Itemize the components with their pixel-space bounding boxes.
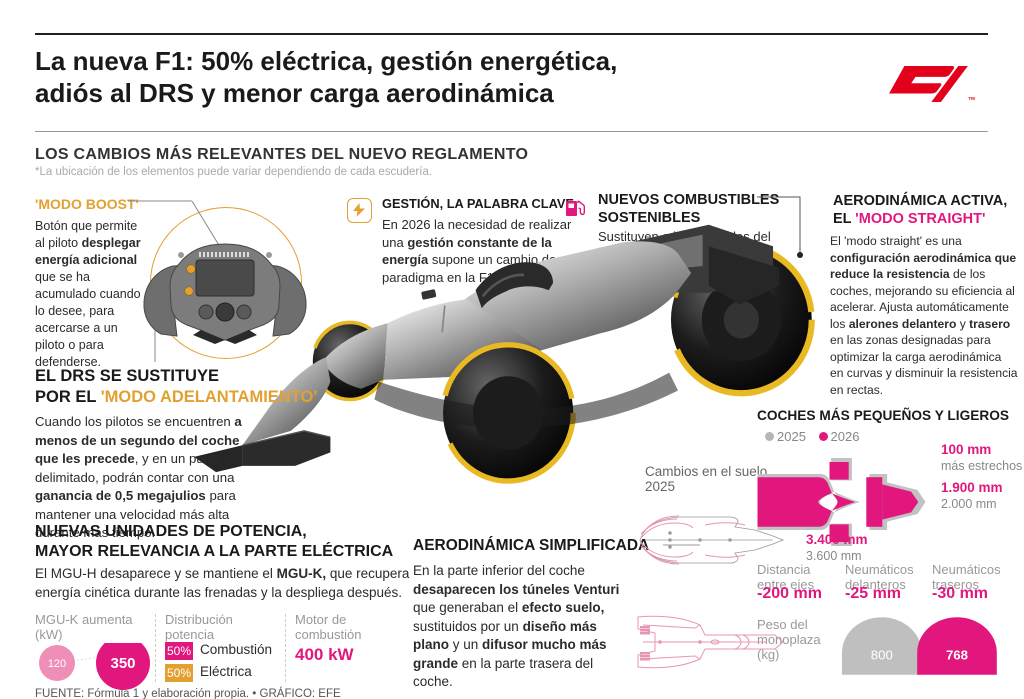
svg-text:350: 350	[110, 655, 135, 672]
svg-text:800: 800	[871, 648, 893, 663]
svg-text:768: 768	[946, 648, 968, 663]
svg-text:120: 120	[48, 658, 66, 670]
